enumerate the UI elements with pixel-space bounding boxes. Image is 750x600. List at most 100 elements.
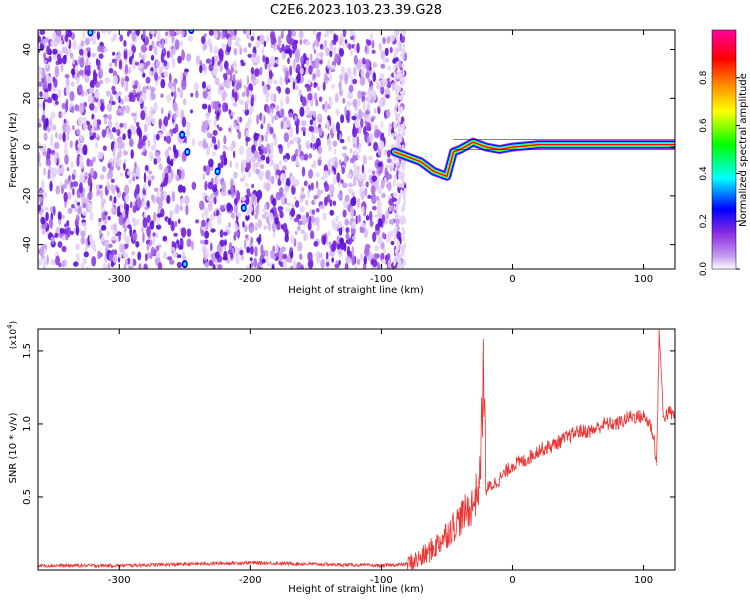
spectrogram-blob: [69, 52, 74, 59]
spectrogram-blob: [217, 214, 222, 225]
spectrogram-blob: [92, 76, 98, 85]
spectrogram-blob: [270, 92, 275, 102]
spectrogram-blob: [116, 187, 120, 194]
spectrogram-blob: [289, 77, 294, 82]
spectrogram-blob: [347, 135, 351, 143]
spectrogram-blob: [395, 35, 399, 41]
spectrogram-hotspot: [88, 30, 92, 35]
spectrogram-blob: [339, 35, 342, 46]
spectrogram-blob: [153, 33, 156, 38]
spectrogram-blob: [296, 73, 301, 84]
spectrogram-blob: [213, 100, 219, 111]
spectrogram-blob: [226, 202, 232, 212]
spectrogram-blob: [177, 184, 184, 193]
spectrogram-blob: [157, 262, 163, 269]
spectrogram-blob: [354, 264, 358, 269]
spectrogram-blob: [207, 201, 213, 212]
spectrogram-blob: [180, 206, 183, 211]
spectrogram-blob: [212, 129, 218, 136]
spectrogram-blob: [367, 194, 372, 199]
spectrogram-blob: [89, 102, 95, 111]
spectrogram-blob: [307, 188, 310, 199]
top-x-tick-label: 100: [634, 274, 653, 285]
spectrogram-blob: [303, 217, 307, 225]
spectrogram-blob: [282, 120, 288, 130]
colorbar-frame: [711, 29, 737, 270]
spectrogram-blob: [219, 85, 225, 91]
spectrogram-blob: [342, 145, 348, 151]
spectrogram-blob: [77, 143, 83, 149]
spectrogram-blob: [64, 74, 70, 79]
spectrogram-blob: [401, 226, 405, 232]
spectrogram-blob: [166, 194, 171, 204]
snr-point: [616, 423, 618, 425]
spectrogram-blob: [335, 215, 339, 223]
spectrogram-blob: [90, 240, 96, 250]
spectrogram-blob: [386, 158, 392, 164]
spectrogram-blob: [152, 232, 156, 237]
spectrogram-blob: [102, 145, 107, 151]
bottom-y-ticks: 0.5 1.0 1.5: [22, 343, 675, 505]
spectrogram-blob: [161, 38, 165, 50]
spectrogram-blob: [397, 240, 400, 246]
spectrogram-blob: [238, 99, 245, 105]
spectrogram-hotspot: [183, 262, 187, 267]
spectrogram-blob: [277, 35, 282, 47]
spectrogram-blob: [288, 126, 294, 138]
spectrogram-blob: [140, 110, 146, 121]
spectrogram-blob: [266, 143, 271, 152]
spectrogram-blob: [171, 252, 178, 258]
spectrogram-blob: [207, 181, 214, 190]
spectrogram-blob: [129, 226, 133, 238]
spectrogram-blob: [38, 258, 42, 266]
spectrogram-blob: [247, 117, 252, 125]
spectrogram-blob: [54, 65, 59, 74]
spectrogram-blob: [81, 222, 87, 227]
spectrogram-blob: [146, 214, 151, 223]
spectrogram-blob: [213, 65, 219, 74]
spectrogram-blob: [65, 77, 70, 88]
spectrogram-blob: [300, 190, 304, 196]
spectrogram-blob: [244, 108, 250, 116]
spectrogram-blob: [218, 127, 223, 132]
spectrogram-blob: [148, 170, 153, 175]
spectrogram-blob: [145, 112, 148, 124]
top-y-tick-label: -20: [22, 188, 33, 204]
spectrogram-blob: [195, 219, 200, 224]
spectrogram-blob: [90, 167, 95, 177]
snr-point: [551, 445, 553, 447]
spectrogram-blob: [237, 131, 242, 140]
spectrogram-blob: [120, 77, 125, 88]
spectrogram-blob: [136, 126, 142, 136]
spectrogram-blob: [144, 206, 149, 211]
spectrogram-blob: [306, 114, 312, 119]
spectrogram-blob: [89, 159, 94, 167]
snr-point: [472, 503, 474, 505]
spectrogram-blob: [73, 261, 79, 267]
spectrogram-blob: [202, 140, 206, 149]
spectrogram-blob: [398, 194, 402, 200]
spectrogram-blob: [148, 44, 153, 52]
spectrogram-blob: [342, 30, 347, 38]
spectrogram-blob: [160, 124, 166, 133]
spectrogram-blob: [262, 208, 266, 213]
spectrogram-blob: [213, 30, 218, 40]
spectrogram-blob: [99, 184, 103, 189]
spectrogram-blob: [359, 174, 363, 182]
spectrogram-blob: [160, 52, 165, 63]
spectrogram-blob: [339, 89, 342, 96]
spectrogram-blob: [123, 50, 128, 60]
spectrogram-blob: [342, 209, 347, 218]
spectrogram-blob: [246, 96, 250, 106]
spectrogram-blob: [104, 239, 110, 245]
spectrogram-blob: [360, 222, 366, 228]
spectrogram-blob: [170, 220, 175, 232]
spectrogram-blob: [350, 76, 354, 87]
spectrogram-blob: [79, 160, 84, 170]
spectrogram-blob: [53, 141, 60, 150]
spectrogram-blob: [148, 70, 153, 77]
top-x-tick-label: -100: [370, 274, 393, 285]
spectrogram-blob: [308, 169, 314, 179]
spectrogram-blob: [171, 57, 176, 69]
